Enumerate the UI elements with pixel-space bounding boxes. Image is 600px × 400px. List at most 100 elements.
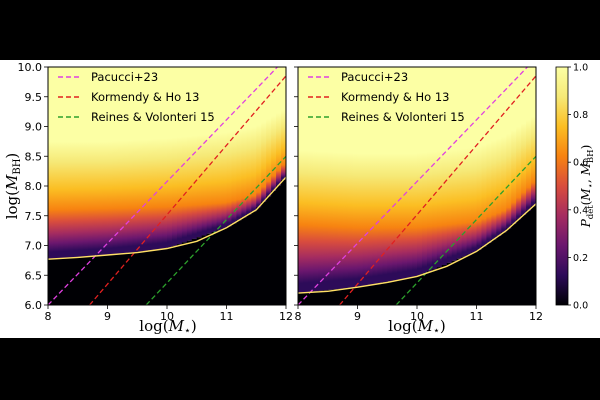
heatmap-column — [516, 126, 522, 220]
undetected-region — [526, 210, 532, 305]
undetected-region — [251, 211, 257, 305]
undetected-region — [461, 256, 468, 305]
heatmap-column — [352, 153, 359, 288]
undetected-region — [501, 232, 507, 305]
heatmap-column — [132, 140, 138, 253]
undetected-region — [87, 256, 94, 305]
undetected-region — [186, 240, 193, 305]
heatmap-column — [342, 152, 349, 289]
heatmap-column — [97, 141, 104, 256]
heatmap-column — [251, 126, 257, 212]
x-tick-label: 10 — [160, 310, 174, 323]
undetected-region — [298, 292, 304, 305]
heatmap-column — [397, 153, 403, 280]
heatmap-column — [496, 138, 502, 236]
heatmap-column — [387, 153, 393, 282]
undetected-region — [157, 249, 163, 305]
heatmap-column — [392, 153, 398, 281]
heatmap-column — [266, 119, 272, 197]
y-tick-label: 8.0 — [25, 180, 43, 193]
undetected-region — [147, 250, 153, 305]
left-legend: Pacucci+23 Kormendy & Ho 13 Reines & Volon… — [58, 70, 215, 124]
undetected-region — [342, 288, 349, 305]
heatmap-column — [256, 125, 262, 208]
heatmap-column — [327, 151, 334, 290]
legend-label: Reines & Volonteri 15 — [91, 110, 215, 124]
undetected-region — [421, 273, 428, 305]
colorbar-tick-label: 0.6 — [573, 158, 588, 169]
heatmap-column — [137, 139, 143, 252]
undetected-region — [261, 201, 267, 305]
undetected-region — [332, 289, 339, 305]
heatmap-column — [171, 137, 178, 246]
y-tick-label: 10.0 — [18, 61, 43, 74]
undetected-region — [112, 254, 119, 305]
undetected-region — [377, 283, 383, 305]
undetected-region — [506, 228, 512, 305]
heatmap-column — [491, 140, 497, 240]
legend-label: Pacucci+23 — [341, 70, 408, 84]
x-tick-label: 8 — [295, 310, 302, 323]
right-heatmap — [298, 116, 536, 305]
undetected-region — [271, 190, 277, 305]
undetected-region — [312, 291, 319, 305]
undetected-region — [137, 251, 143, 305]
heatmap-column — [307, 150, 314, 292]
y-tick-label: 6.0 — [25, 299, 43, 312]
right-panel: 8 9 10 11 12 Pacucci+23 Kormendy & Ho 13 Reine… — [294, 66, 543, 337]
y-tick-label: 7.0 — [25, 240, 43, 253]
undetected-region — [317, 290, 324, 305]
undetected-region — [451, 260, 458, 305]
heatmap-column — [246, 127, 252, 215]
undetected-region — [122, 253, 128, 305]
heatmap-column — [162, 138, 168, 249]
colorbar: 0.0 0.2 0.4 0.6 0.8 1.0 Pdet(M⋆, MBH) — [555, 63, 596, 312]
undetected-region — [52, 258, 59, 305]
undetected-region — [48, 259, 54, 305]
heatmap-column — [87, 141, 94, 257]
undetected-region — [102, 255, 109, 305]
heatmap-column — [181, 136, 188, 243]
undetected-region — [191, 238, 198, 305]
colorbar-tick-label: 0.2 — [573, 253, 588, 264]
undetected-region — [352, 287, 359, 305]
heatmap-column — [122, 140, 128, 254]
y-tick-label: 9.5 — [25, 91, 43, 104]
undetected-region — [142, 250, 148, 305]
heatmap-column — [48, 141, 54, 260]
heatmap-column — [476, 146, 483, 250]
undetected-region — [241, 217, 247, 305]
heatmap-column — [402, 153, 408, 279]
heatmap-column — [261, 122, 267, 202]
colorbar-tick-label: 0.8 — [573, 110, 588, 121]
undetected-region — [402, 278, 408, 305]
heatmap-column — [456, 149, 463, 259]
heatmap-column — [127, 140, 133, 253]
undetected-region — [216, 230, 223, 305]
undetected-region — [127, 252, 133, 305]
heatmap-column — [57, 141, 64, 259]
y-tick-label: 8.5 — [25, 150, 43, 163]
heatmap-column — [206, 134, 213, 234]
y-tick-label: 7.5 — [25, 210, 43, 223]
x-tick-label: 8 — [45, 310, 52, 323]
heatmap-column — [446, 150, 453, 263]
undetected-region — [531, 206, 536, 305]
heatmap-column — [67, 141, 74, 258]
undetected-region — [181, 242, 188, 305]
undetected-region — [521, 215, 527, 305]
heatmap-column — [236, 129, 242, 221]
heatmap-column — [407, 153, 413, 278]
heatmap-column — [441, 150, 448, 265]
heatmap-column — [526, 119, 532, 211]
undetected-region — [362, 285, 369, 305]
undetected-region — [82, 256, 89, 305]
undetected-region — [372, 284, 378, 305]
heatmap-column — [436, 151, 443, 268]
right-legend: Pacucci+23 Kormendy & Ho 13 Reines & Volon… — [308, 70, 465, 124]
right-xlabel: log(M⋆) — [388, 317, 445, 337]
undetected-region — [486, 242, 492, 305]
heatmap-column — [241, 128, 247, 218]
undetected-region — [302, 292, 309, 305]
heatmap-column — [201, 134, 208, 236]
